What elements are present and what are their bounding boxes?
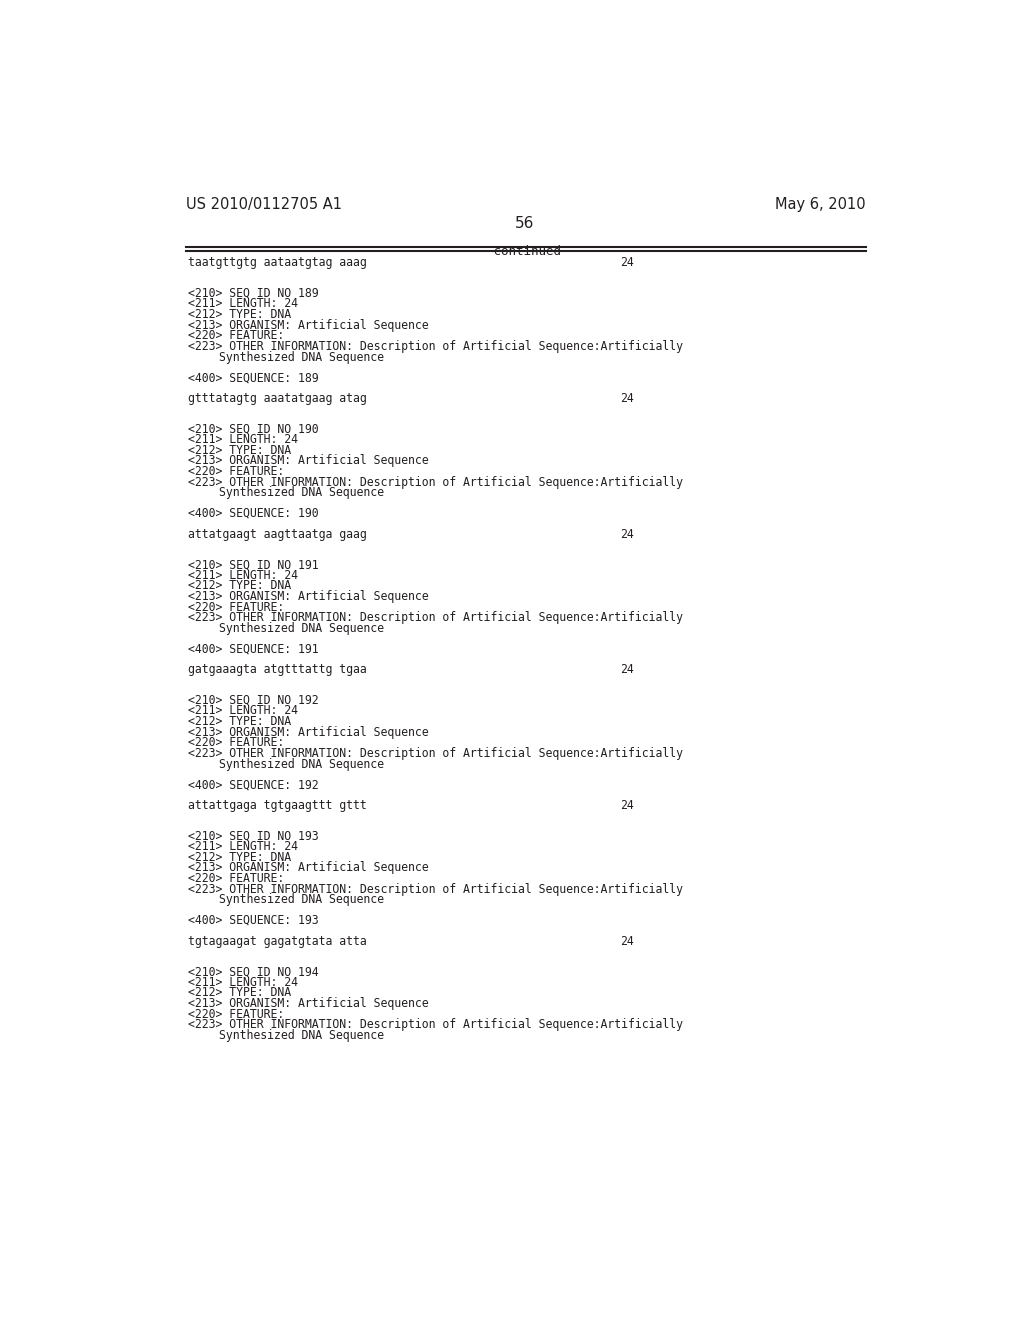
Text: <210> SEQ ID NO 190: <210> SEQ ID NO 190 xyxy=(188,422,319,436)
Text: <210> SEQ ID NO 194: <210> SEQ ID NO 194 xyxy=(188,965,319,978)
Text: <400> SEQUENCE: 190: <400> SEQUENCE: 190 xyxy=(188,507,319,520)
Text: <213> ORGANISM: Artificial Sequence: <213> ORGANISM: Artificial Sequence xyxy=(188,454,429,467)
Text: attatgaagt aagttaatga gaag: attatgaagt aagttaatga gaag xyxy=(188,528,368,540)
Text: Synthesized DNA Sequence: Synthesized DNA Sequence xyxy=(219,758,384,771)
Text: 24: 24 xyxy=(621,799,634,812)
Text: <211> LENGTH: 24: <211> LENGTH: 24 xyxy=(188,569,298,582)
Text: 24: 24 xyxy=(621,392,634,405)
Text: <223> OTHER INFORMATION: Description of Artificial Sequence:Artificially: <223> OTHER INFORMATION: Description of … xyxy=(188,611,683,624)
Text: <211> LENGTH: 24: <211> LENGTH: 24 xyxy=(188,975,298,989)
Text: gatgaaagta atgtttattg tgaa: gatgaaagta atgtttattg tgaa xyxy=(188,663,368,676)
Text: Synthesized DNA Sequence: Synthesized DNA Sequence xyxy=(219,1030,384,1041)
Text: Synthesized DNA Sequence: Synthesized DNA Sequence xyxy=(219,351,384,363)
Text: <210> SEQ ID NO 189: <210> SEQ ID NO 189 xyxy=(188,286,319,300)
Text: <210> SEQ ID NO 191: <210> SEQ ID NO 191 xyxy=(188,558,319,572)
Text: <212> TYPE: DNA: <212> TYPE: DNA xyxy=(188,579,292,593)
Text: taatgttgtg aataatgtag aaag: taatgttgtg aataatgtag aaag xyxy=(188,256,368,269)
Text: <211> LENGTH: 24: <211> LENGTH: 24 xyxy=(188,433,298,446)
Text: tgtagaagat gagatgtata atta: tgtagaagat gagatgtata atta xyxy=(188,935,368,948)
Text: <223> OTHER INFORMATION: Description of Artificial Sequence:Artificially: <223> OTHER INFORMATION: Description of … xyxy=(188,1018,683,1031)
Text: attattgaga tgtgaagttt gttt: attattgaga tgtgaagttt gttt xyxy=(188,799,368,812)
Text: <211> LENGTH: 24: <211> LENGTH: 24 xyxy=(188,297,298,310)
Text: <210> SEQ ID NO 192: <210> SEQ ID NO 192 xyxy=(188,694,319,706)
Text: <213> ORGANISM: Artificial Sequence: <213> ORGANISM: Artificial Sequence xyxy=(188,318,429,331)
Text: <213> ORGANISM: Artificial Sequence: <213> ORGANISM: Artificial Sequence xyxy=(188,590,429,603)
Text: <212> TYPE: DNA: <212> TYPE: DNA xyxy=(188,851,292,863)
Text: <211> LENGTH: 24: <211> LENGTH: 24 xyxy=(188,840,298,853)
Text: <220> FEATURE:: <220> FEATURE: xyxy=(188,465,285,478)
Text: <223> OTHER INFORMATION: Description of Artificial Sequence:Artificially: <223> OTHER INFORMATION: Description of … xyxy=(188,475,683,488)
Text: <212> TYPE: DNA: <212> TYPE: DNA xyxy=(188,715,292,729)
Text: <220> FEATURE:: <220> FEATURE: xyxy=(188,601,285,614)
Text: US 2010/0112705 A1: US 2010/0112705 A1 xyxy=(186,197,342,213)
Text: <400> SEQUENCE: 192: <400> SEQUENCE: 192 xyxy=(188,779,319,791)
Text: <223> OTHER INFORMATION: Description of Artificial Sequence:Artificially: <223> OTHER INFORMATION: Description of … xyxy=(188,341,683,352)
Text: <213> ORGANISM: Artificial Sequence: <213> ORGANISM: Artificial Sequence xyxy=(188,997,429,1010)
Text: 24: 24 xyxy=(621,663,634,676)
Text: <223> OTHER INFORMATION: Description of Artificial Sequence:Artificially: <223> OTHER INFORMATION: Description of … xyxy=(188,883,683,896)
Text: <220> FEATURE:: <220> FEATURE: xyxy=(188,329,285,342)
Text: May 6, 2010: May 6, 2010 xyxy=(775,197,866,213)
Text: 24: 24 xyxy=(621,935,634,948)
Text: <400> SEQUENCE: 191: <400> SEQUENCE: 191 xyxy=(188,643,319,656)
Text: Synthesized DNA Sequence: Synthesized DNA Sequence xyxy=(219,894,384,907)
Text: <212> TYPE: DNA: <212> TYPE: DNA xyxy=(188,308,292,321)
Text: <211> LENGTH: 24: <211> LENGTH: 24 xyxy=(188,705,298,718)
Text: <220> FEATURE:: <220> FEATURE: xyxy=(188,873,285,884)
Text: <212> TYPE: DNA: <212> TYPE: DNA xyxy=(188,444,292,457)
Text: Synthesized DNA Sequence: Synthesized DNA Sequence xyxy=(219,622,384,635)
Text: 24: 24 xyxy=(621,528,634,540)
Text: <220> FEATURE:: <220> FEATURE: xyxy=(188,737,285,750)
Text: <213> ORGANISM: Artificial Sequence: <213> ORGANISM: Artificial Sequence xyxy=(188,862,429,874)
Text: <210> SEQ ID NO 193: <210> SEQ ID NO 193 xyxy=(188,829,319,842)
Text: gtttatagtg aaatatgaag atag: gtttatagtg aaatatgaag atag xyxy=(188,392,368,405)
Text: Synthesized DNA Sequence: Synthesized DNA Sequence xyxy=(219,486,384,499)
Text: -continued: -continued xyxy=(487,244,562,257)
Text: 24: 24 xyxy=(621,256,634,269)
Text: <213> ORGANISM: Artificial Sequence: <213> ORGANISM: Artificial Sequence xyxy=(188,726,429,739)
Text: <220> FEATURE:: <220> FEATURE: xyxy=(188,1007,285,1020)
Text: <400> SEQUENCE: 189: <400> SEQUENCE: 189 xyxy=(188,371,319,384)
Text: <400> SEQUENCE: 193: <400> SEQUENCE: 193 xyxy=(188,913,319,927)
Text: 56: 56 xyxy=(515,216,535,231)
Text: <223> OTHER INFORMATION: Description of Artificial Sequence:Artificially: <223> OTHER INFORMATION: Description of … xyxy=(188,747,683,760)
Text: <212> TYPE: DNA: <212> TYPE: DNA xyxy=(188,986,292,999)
